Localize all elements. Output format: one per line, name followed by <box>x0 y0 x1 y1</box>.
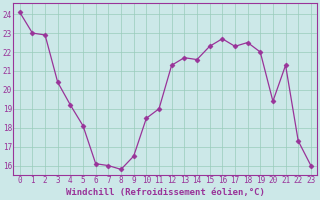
X-axis label: Windchill (Refroidissement éolien,°C): Windchill (Refroidissement éolien,°C) <box>66 188 265 197</box>
